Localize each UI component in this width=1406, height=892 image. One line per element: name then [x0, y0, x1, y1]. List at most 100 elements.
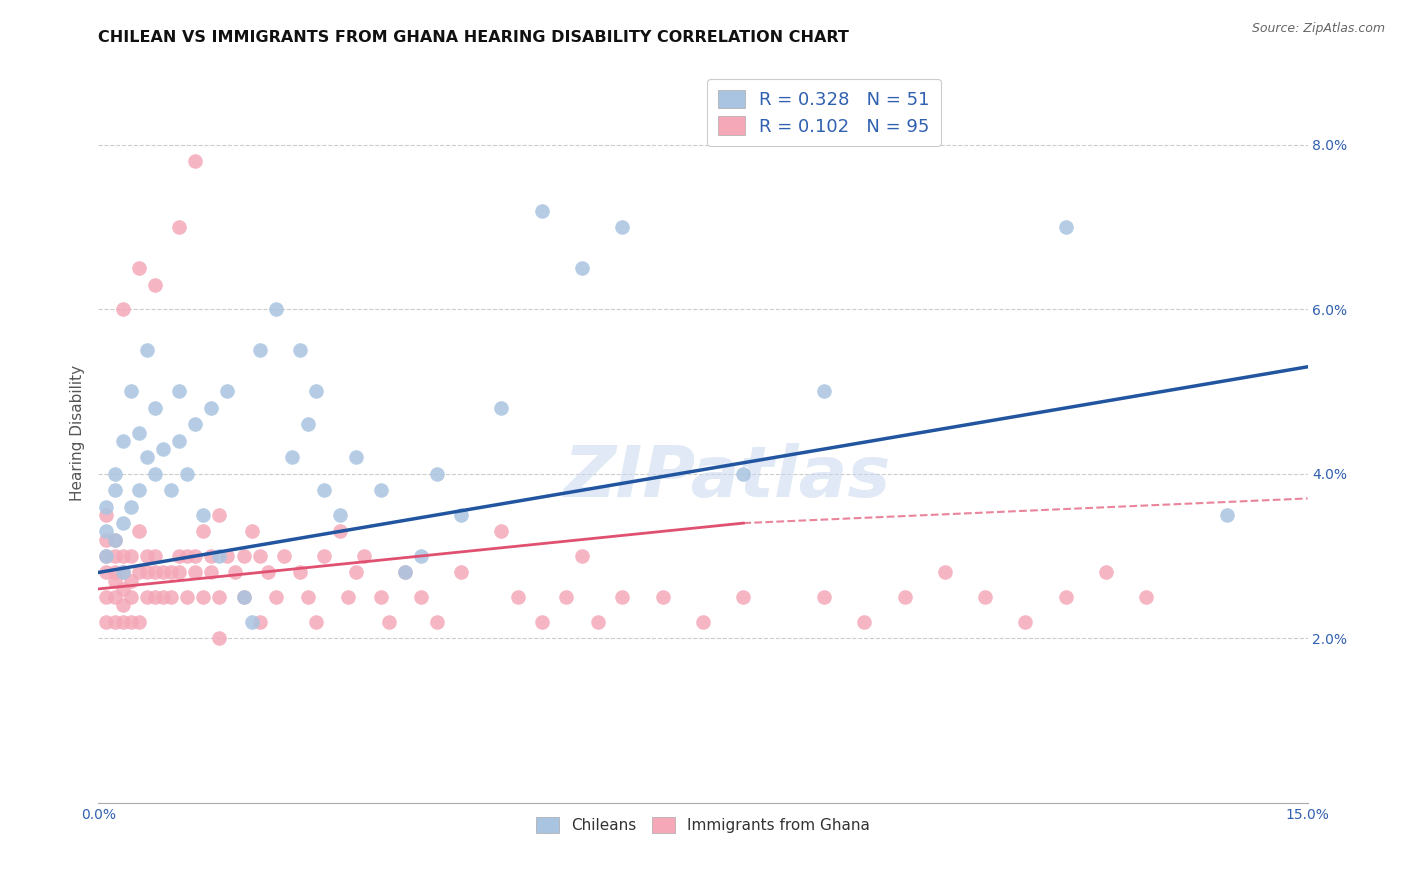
Point — [128, 566, 150, 580]
Point — [135, 566, 157, 580]
Point — [370, 590, 392, 604]
Point — [96, 524, 118, 539]
Point — [111, 302, 134, 317]
Point — [232, 549, 254, 563]
Point — [111, 549, 134, 563]
Point — [103, 533, 125, 547]
Point — [184, 417, 207, 432]
Point — [450, 566, 472, 580]
Point — [813, 590, 835, 604]
Point — [426, 467, 449, 481]
Point — [974, 590, 997, 604]
Point — [111, 582, 134, 596]
Point — [586, 615, 609, 629]
Point — [111, 566, 134, 580]
Point — [288, 566, 311, 580]
Point — [96, 549, 118, 563]
Point — [167, 384, 190, 399]
Point — [200, 566, 222, 580]
Point — [111, 566, 134, 580]
Point — [143, 566, 166, 580]
Point — [329, 508, 352, 522]
Point — [103, 574, 125, 588]
Point — [733, 467, 755, 481]
Point — [217, 549, 239, 563]
Point — [111, 434, 134, 448]
Y-axis label: Hearing Disability: Hearing Disability — [70, 365, 86, 500]
Point — [208, 632, 231, 646]
Point — [96, 549, 118, 563]
Point — [103, 549, 125, 563]
Point — [224, 566, 246, 580]
Point — [692, 615, 714, 629]
Point — [344, 450, 367, 465]
Point — [143, 549, 166, 563]
Point — [450, 508, 472, 522]
Point — [103, 615, 125, 629]
Point — [612, 219, 634, 234]
Point — [96, 500, 118, 514]
Point — [240, 615, 263, 629]
Point — [491, 401, 513, 415]
Point — [128, 483, 150, 498]
Point — [1095, 566, 1118, 580]
Point — [120, 384, 142, 399]
Point — [193, 590, 215, 604]
Point — [1216, 508, 1239, 522]
Point — [353, 549, 375, 563]
Point — [264, 302, 287, 317]
Text: CHILEAN VS IMMIGRANTS FROM GHANA HEARING DISABILITY CORRELATION CHART: CHILEAN VS IMMIGRANTS FROM GHANA HEARING… — [98, 29, 849, 45]
Point — [256, 566, 278, 580]
Point — [111, 615, 134, 629]
Point — [853, 615, 876, 629]
Point — [160, 566, 183, 580]
Point — [128, 524, 150, 539]
Point — [217, 384, 239, 399]
Point — [96, 533, 118, 547]
Point — [160, 483, 183, 498]
Point — [120, 615, 142, 629]
Point — [96, 590, 118, 604]
Point — [491, 524, 513, 539]
Point — [184, 566, 207, 580]
Point — [934, 566, 956, 580]
Point — [530, 615, 553, 629]
Point — [128, 261, 150, 276]
Point — [160, 590, 183, 604]
Point — [314, 483, 336, 498]
Point — [176, 467, 198, 481]
Point — [1054, 590, 1077, 604]
Point — [208, 590, 231, 604]
Point — [612, 590, 634, 604]
Point — [152, 566, 174, 580]
Point — [305, 615, 328, 629]
Point — [232, 590, 254, 604]
Point — [167, 549, 190, 563]
Point — [1054, 219, 1077, 234]
Point — [232, 590, 254, 604]
Point — [103, 483, 125, 498]
Point — [530, 203, 553, 218]
Point — [409, 590, 432, 604]
Point — [135, 450, 157, 465]
Point — [176, 590, 198, 604]
Point — [152, 442, 174, 456]
Point — [506, 590, 529, 604]
Point — [249, 549, 271, 563]
Point — [297, 590, 319, 604]
Point — [103, 566, 125, 580]
Point — [288, 343, 311, 358]
Point — [264, 590, 287, 604]
Point — [273, 549, 295, 563]
Point — [370, 483, 392, 498]
Point — [184, 154, 207, 169]
Point — [193, 508, 215, 522]
Point — [733, 590, 755, 604]
Point — [1135, 590, 1157, 604]
Point — [120, 574, 142, 588]
Point — [200, 549, 222, 563]
Point — [128, 425, 150, 440]
Point — [240, 524, 263, 539]
Point — [337, 590, 360, 604]
Point — [281, 450, 304, 465]
